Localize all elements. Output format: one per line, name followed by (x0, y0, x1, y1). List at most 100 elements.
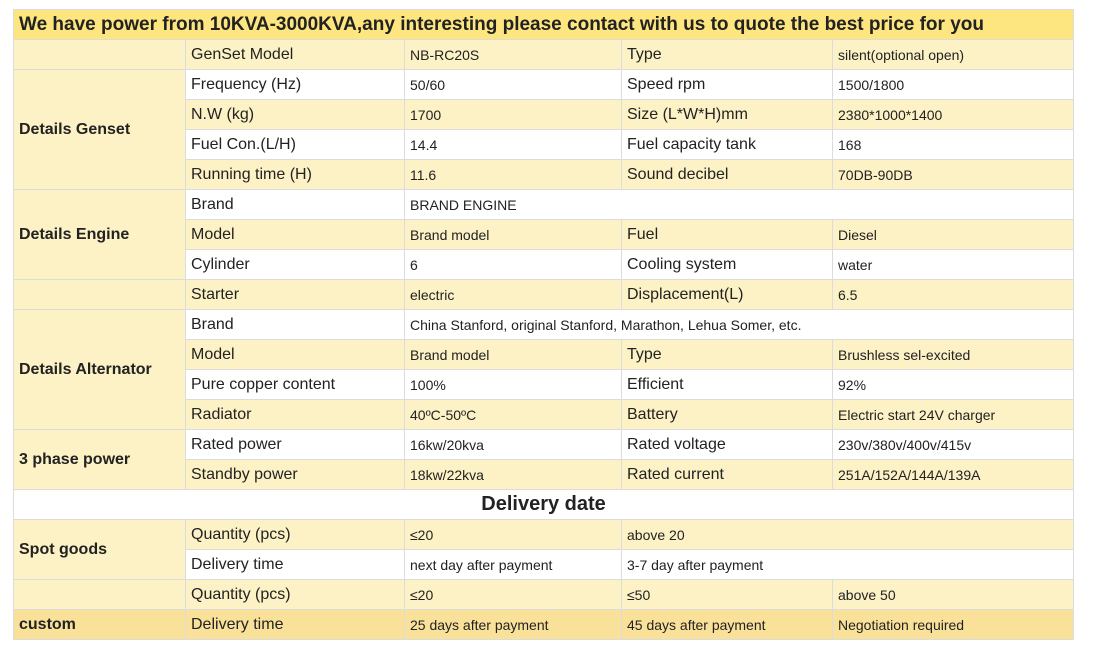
spec-label: Delivery time (185, 549, 405, 580)
spec-value: Negotiation required (831, 609, 1075, 640)
spec-label: Frequency (Hz) (185, 69, 405, 100)
spec-label: Fuel Con.(L/H) (185, 129, 405, 160)
spec-value: 2380*1000*1400 (831, 99, 1075, 130)
spec-value: 100% (404, 369, 622, 400)
spec-value: above 50 (831, 579, 1075, 610)
table-row: Details Engine Brand BRAND ENGINE (13, 189, 1075, 280)
spec-value: silent(optional open) (831, 39, 1075, 70)
spec-value: 50/60 (404, 69, 622, 100)
spec-label: Efficient (621, 369, 833, 400)
spec-label: N.W (kg) (185, 99, 405, 130)
spec-label: Rated power (185, 429, 405, 460)
spec-value: 45 days after payment (621, 609, 833, 640)
spec-label: Size (L*W*H)mm (621, 99, 833, 130)
spec-value: 168 (831, 129, 1075, 160)
spec-value: 6.5 (831, 279, 1075, 310)
table-row: GenSet Model NB-RC20S Type silent(option… (13, 39, 1075, 70)
table-row: custom Delivery time 25 days after payme… (13, 609, 1075, 640)
table-row: Spot goods Quantity (pcs) ≤20 above 20 (13, 519, 1075, 580)
category-details-genset: Details Genset (13, 69, 186, 190)
spec-value: 230v/380v/400v/415v (831, 429, 1075, 460)
spec-value: ≤50 (621, 579, 833, 610)
table-row: Details Genset Frequency (Hz) 50/60 Spee… (13, 69, 1075, 190)
spec-value: 3-7 day after payment (620, 549, 1075, 580)
spec-label: Fuel capacity tank (621, 129, 833, 160)
spec-value: 40ºC-50ºC (404, 399, 622, 430)
spec-label: Pure copper content (185, 369, 405, 400)
spec-value: 251A/152A/144A/139A (831, 459, 1075, 490)
spec-label: Radiator (185, 399, 405, 430)
spec-value: Brand model (404, 339, 622, 370)
spec-value: water (831, 249, 1075, 280)
spec-label: Starter (185, 279, 405, 310)
spec-label: GenSet Model (185, 39, 405, 70)
spec-value: next day after payment (404, 549, 622, 580)
category-cell (13, 39, 186, 70)
spec-value: 6 (404, 249, 622, 280)
spec-value: ≤20 (404, 519, 622, 550)
category-cell (13, 279, 186, 310)
banner-text: We have power from 10KVA-3000KVA,any int… (12, 9, 1075, 40)
spec-label: Type (621, 339, 833, 370)
spec-value: Electric start 24V charger (831, 399, 1075, 430)
spec-value: BRAND ENGINE (403, 189, 1075, 220)
spec-value: 11.6 (404, 159, 622, 190)
spec-value: 14.4 (404, 129, 622, 160)
spec-label: Quantity (pcs) (185, 519, 405, 550)
table-row: N.W (kg) 1700 Size (L*W*H)mm 2380*1000*1… (13, 99, 1075, 130)
spec-label: Brand (185, 309, 405, 340)
table-row: Fuel Con.(L/H) 14.4 Fuel capacity tank 1… (13, 129, 1075, 160)
category-3-phase-power: 3 phase power (13, 429, 186, 490)
table-row: Starter electric Displacement(L) 6.5 (13, 279, 1075, 310)
category-custom: custom (13, 609, 186, 640)
spec-value: 70DB-90DB (831, 159, 1075, 190)
table-row: Delivery time next day after payment 3-7… (13, 549, 1075, 580)
banner-row: We have power from 10KVA-3000KVA,any int… (12, 9, 1075, 40)
spec-label: Model (185, 339, 405, 370)
spec-value: 16kw/20kva (404, 429, 622, 460)
spec-value: ≤20 (404, 579, 622, 610)
spec-value: 1500/1800 (831, 69, 1075, 100)
spec-value: 18kw/22kva (404, 459, 622, 490)
delivery-title-row: Delivery date (12, 489, 1075, 520)
spec-label: Brand (185, 189, 405, 220)
spec-value: electric (404, 279, 622, 310)
spec-label: Standby power (185, 459, 405, 490)
spec-label: Quantity (pcs) (185, 579, 405, 610)
spec-label: Type (621, 39, 833, 70)
table-row: 3 phase power Rated power 16kw/20kva Rat… (13, 429, 1075, 490)
spec-value: 1700 (404, 99, 622, 130)
spec-label: Speed rpm (621, 69, 833, 100)
spec-label: Cooling system (621, 249, 833, 280)
table-row: Model Brand model Fuel Diesel (13, 219, 1075, 250)
category-details-engine: Details Engine (13, 189, 186, 280)
spec-label: Sound decibel (621, 159, 833, 190)
spec-value: 25 days after payment (404, 609, 622, 640)
table-row: Running time (H) 11.6 Sound decibel 70DB… (13, 159, 1075, 190)
table-row: Pure copper content 100% Efficient 92% (13, 369, 1075, 400)
spec-label: Battery (621, 399, 833, 430)
table-row: Details Alternator Brand China Stanford,… (13, 309, 1075, 430)
spec-label: Running time (H) (185, 159, 405, 190)
spec-value: Brand model (404, 219, 622, 250)
category-spot-goods: Spot goods (13, 519, 186, 580)
delivery-date-heading: Delivery date (12, 489, 1075, 520)
spec-label: Delivery time (185, 609, 405, 640)
table-row: Cylinder 6 Cooling system water (13, 249, 1075, 280)
spec-value: NB-RC20S (404, 39, 622, 70)
spec-value: Diesel (831, 219, 1075, 250)
spec-label: Cylinder (185, 249, 405, 280)
spec-value: China Stanford, original Stanford, Marat… (403, 309, 1075, 340)
spec-label: Model (185, 219, 405, 250)
spec-value: 92% (831, 369, 1075, 400)
category-details-alternator: Details Alternator (13, 309, 186, 430)
spec-label: Rated current (621, 459, 833, 490)
table-row: Quantity (pcs) ≤20 ≤50 above 50 (13, 579, 1075, 610)
spec-label: Fuel (621, 219, 833, 250)
spec-label: Displacement(L) (621, 279, 833, 310)
spec-value: Brushless sel-excited (831, 339, 1075, 370)
spec-value: above 20 (620, 519, 1075, 550)
category-cell (13, 579, 186, 610)
genset-spec-table: We have power from 10KVA-3000KVA,any int… (12, 9, 1075, 640)
spec-label: Rated voltage (621, 429, 833, 460)
